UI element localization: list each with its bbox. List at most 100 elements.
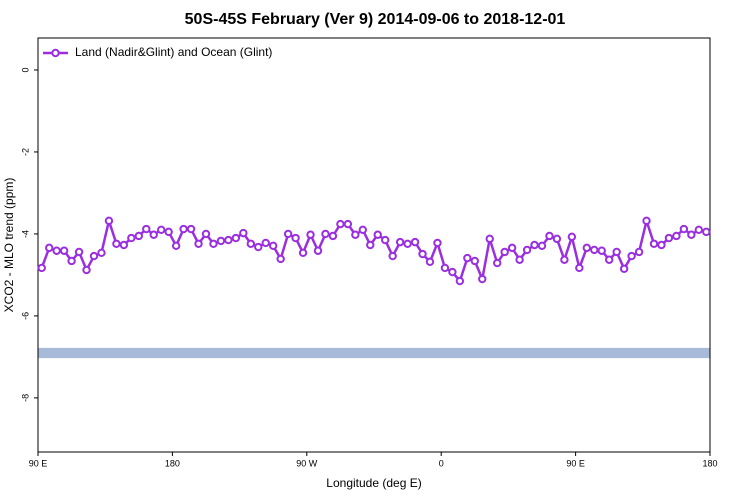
point [493, 258, 502, 268]
point [298, 248, 308, 257]
point [261, 238, 270, 248]
point [410, 237, 420, 247]
point [418, 249, 427, 259]
point [448, 267, 457, 277]
point [306, 230, 315, 239]
point [560, 255, 569, 264]
point [201, 229, 211, 239]
point [440, 263, 450, 273]
point [186, 224, 196, 234]
chart-title: 50S-45S February (Ver 9) 2014-09-06 to 2… [185, 11, 566, 28]
legend-label: Land (Nadir&Glint) and Ocean (Glint) [75, 45, 272, 59]
point [134, 231, 144, 241]
x-tick-label: 90 E [566, 458, 585, 468]
y-axis-label: XCO2 - MLO trend (ppm) [2, 178, 16, 313]
x-axis-label: Longitude (deg E) [326, 476, 421, 490]
point [612, 247, 621, 257]
point [67, 256, 76, 266]
point [605, 255, 614, 264]
point [328, 231, 338, 241]
y-tick-label: -6 [20, 312, 30, 320]
y-tick-label: -8 [20, 394, 30, 402]
point [627, 251, 636, 261]
x-tick-label: 90 E [29, 458, 48, 468]
point [74, 247, 84, 257]
band [38, 347, 710, 359]
point [209, 239, 218, 248]
point [351, 230, 360, 239]
point [216, 236, 226, 246]
point [567, 232, 577, 242]
point [321, 229, 330, 239]
point [478, 274, 487, 284]
point [194, 239, 203, 248]
point [224, 235, 233, 245]
point [500, 247, 509, 257]
point [37, 263, 46, 273]
point [545, 231, 554, 241]
point [112, 239, 121, 248]
point [597, 246, 606, 255]
point [672, 231, 681, 241]
point [634, 247, 644, 257]
point [59, 246, 69, 255]
point [537, 241, 547, 251]
point [179, 224, 188, 234]
point [149, 230, 158, 239]
point [164, 227, 173, 237]
point [485, 234, 494, 244]
x-tick-label: 180 [165, 458, 180, 468]
point [231, 233, 241, 243]
point [664, 233, 674, 243]
point [373, 230, 382, 239]
x-tick-label: 0 [439, 458, 444, 468]
point [358, 225, 367, 235]
point [45, 243, 54, 253]
point [619, 264, 629, 273]
point [276, 254, 285, 264]
point [269, 241, 278, 251]
point [291, 233, 300, 243]
point [455, 276, 465, 286]
point [82, 265, 91, 275]
point [590, 245, 599, 255]
point [702, 227, 711, 237]
point [336, 219, 345, 229]
point [649, 239, 659, 248]
point [89, 251, 99, 261]
y-tick-label: -4 [20, 230, 30, 238]
point [171, 241, 181, 251]
point [157, 225, 166, 235]
point [694, 225, 703, 235]
y-tick-label: 0 [20, 67, 30, 72]
point [97, 248, 106, 257]
point [507, 243, 517, 253]
point [313, 246, 323, 255]
point [254, 242, 263, 252]
point [388, 251, 397, 261]
point [239, 228, 248, 238]
point [119, 240, 129, 250]
point [142, 224, 151, 234]
point [522, 245, 532, 255]
point [52, 246, 61, 255]
point [395, 237, 405, 247]
point [343, 219, 353, 229]
point [642, 216, 651, 226]
point [127, 233, 136, 243]
point [283, 229, 293, 239]
point [366, 240, 375, 250]
point [687, 230, 696, 239]
point [575, 263, 584, 273]
x-tick-label: 180 [702, 458, 717, 468]
point [530, 240, 539, 250]
point [657, 240, 666, 250]
y-tick-label: -2 [20, 148, 30, 156]
legend-marker [51, 48, 60, 58]
point [381, 235, 390, 245]
point [246, 239, 256, 248]
point [679, 224, 689, 234]
point [433, 238, 442, 248]
series-line [40, 216, 707, 284]
